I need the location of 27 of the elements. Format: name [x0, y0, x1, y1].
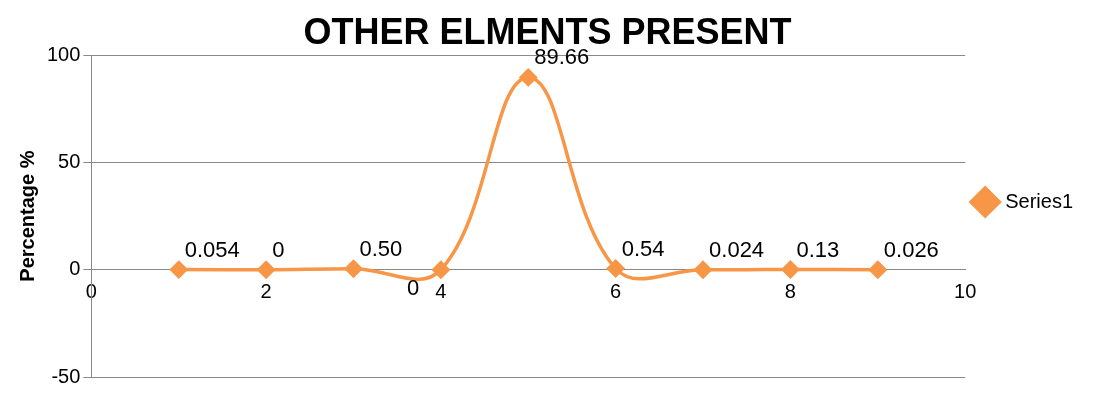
x-tick-label: 6: [610, 280, 622, 303]
y-axis-title: Percentage %: [15, 150, 38, 282]
point: [257, 260, 275, 279]
point: [781, 260, 800, 279]
data-label: 0.026: [883, 236, 939, 262]
point: [344, 259, 363, 278]
point: [519, 68, 538, 87]
y-tick-label: 50: [58, 149, 81, 172]
point: [694, 260, 712, 279]
data-label: 0.54: [621, 235, 665, 261]
point: [606, 259, 625, 278]
data-label: 0.024: [709, 236, 765, 262]
data-label: 0: [272, 236, 285, 262]
y-tick-label: 100: [46, 42, 81, 65]
x-tick-label: 8: [784, 280, 796, 303]
x-tick-label: 4: [435, 280, 447, 303]
x-tick-label: 2: [260, 280, 272, 303]
y-tick-label: 0: [69, 257, 81, 280]
legend-label: Series1: [1005, 189, 1073, 212]
y-tick-label: -50: [51, 364, 81, 387]
data-label: 0.054: [184, 236, 240, 262]
point: [170, 260, 188, 279]
point: [432, 260, 450, 279]
point: [869, 260, 887, 279]
data-label: 0.13: [796, 236, 840, 262]
x-tick-label: 10: [954, 280, 977, 303]
data-label: 0.50: [359, 235, 403, 261]
